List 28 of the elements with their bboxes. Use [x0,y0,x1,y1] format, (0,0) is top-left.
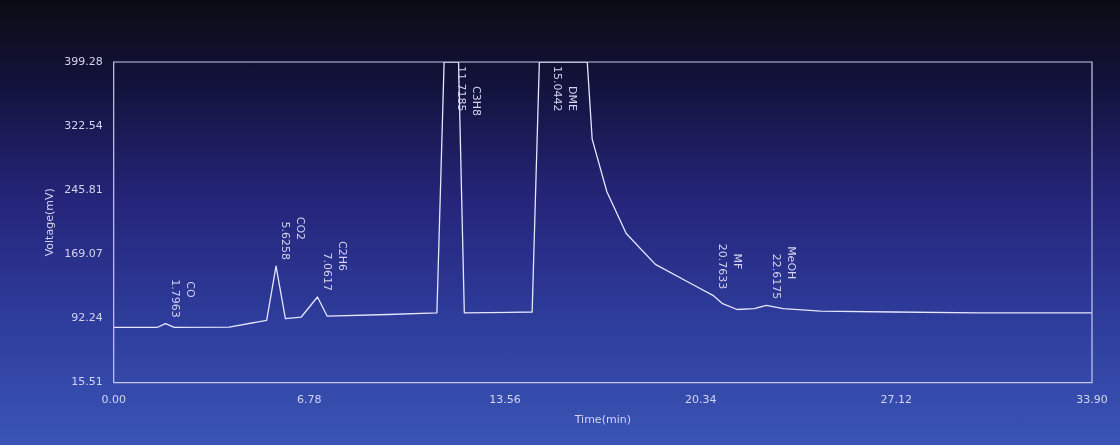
annotation: 1.7963 [168,279,182,318]
x-tick-label: 20.34 [684,393,717,407]
y-tick-label: 169.07 [64,247,103,261]
annotation: MeOH [784,246,798,280]
y-tick-label: 15.51 [71,375,103,389]
y-tick-label: 322.54 [64,118,103,132]
annotation: C2H6 [335,241,349,271]
y-tick-label: 92.24 [71,311,103,325]
x-tick-label: 13.56 [489,393,521,407]
annotation: CO2 [294,216,308,241]
annotation: 11.7185 [455,66,469,112]
y-tick-label: 245.81 [64,183,103,197]
x-axis-title: Time(min) [573,413,631,427]
x-tick-label: 27.12 [880,393,913,407]
annotation: 22.6175 [769,253,783,300]
x-tick-label: 6.78 [297,393,322,407]
y-tick-label: 399.28 [64,54,103,68]
annotation: MF [731,253,745,270]
annotation: CO [183,281,197,299]
annotation: 5.6258 [279,221,293,261]
y-axis-title: Voltage(mV) [43,188,57,257]
x-tick-label: 33.90 [1076,393,1108,407]
annotation: DME [565,86,579,111]
annotation: 7.0617 [320,252,334,291]
annotation: 15.0442 [550,66,564,112]
annotation: C3H8 [470,86,484,116]
x-tick-label: 0.00 [101,393,126,407]
annotation: 20.7633 [716,243,730,290]
